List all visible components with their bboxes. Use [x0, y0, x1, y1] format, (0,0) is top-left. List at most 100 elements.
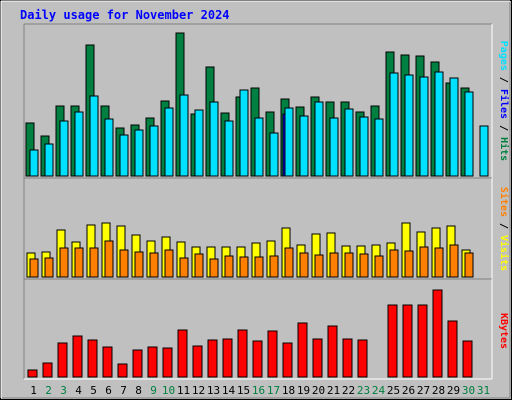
pages-bar: [194, 109, 204, 177]
pages-bar: [344, 108, 354, 177]
pages-bar: [89, 95, 99, 177]
kbytes-bar: [447, 320, 458, 378]
day-label: 1: [30, 384, 37, 397]
pages-bar: [44, 143, 54, 177]
kbytes-bar: [252, 340, 263, 378]
kbytes-bar: [57, 342, 68, 378]
sites-bar: [89, 247, 99, 278]
day-label: 14: [222, 384, 236, 397]
pages-bar: [104, 118, 114, 177]
pages-bar: [254, 117, 264, 177]
day-label: 11: [177, 384, 190, 397]
kbytes-bar: [177, 329, 188, 378]
pages-bar: [134, 129, 144, 177]
day-label: 24: [372, 384, 386, 397]
day-label: 13: [207, 384, 220, 397]
pages-bar: [359, 116, 369, 177]
day-label: 25: [387, 384, 400, 397]
sites-bar: [269, 255, 279, 278]
kbytes-bar: [117, 363, 128, 378]
kbytes-bar: [387, 304, 398, 378]
pages-bar: [404, 74, 414, 177]
kbytes-bar: [417, 304, 428, 378]
sites-bar: [29, 258, 39, 278]
pages-bar: [224, 120, 234, 177]
kbytes-bar: [342, 338, 353, 378]
kbytes-bar: [402, 304, 413, 378]
day-label: 6: [105, 384, 112, 397]
sites-bar: [254, 256, 264, 278]
sites-bar: [419, 246, 429, 278]
pages-bar: [299, 115, 309, 177]
kbytes-bar: [357, 339, 368, 378]
day-label: 31: [477, 384, 490, 397]
sites-bar: [209, 258, 219, 278]
y-axis-legend-hits: Pages / Files / Hits: [498, 41, 510, 161]
panel-visits: Sites / Visits: [23, 177, 510, 280]
day-label: 15: [237, 384, 250, 397]
pages-bar: [164, 107, 174, 177]
legend-sites: Sites: [498, 187, 510, 217]
sites-bar: [314, 254, 324, 278]
sites-bar: [164, 249, 174, 278]
pages-bar: [314, 101, 324, 177]
day-label: 18: [282, 384, 295, 397]
pages-bar: [284, 107, 294, 177]
sites-bar: [59, 247, 69, 278]
legend-kbytes: KBytes: [498, 313, 509, 349]
kbytes-bar: [462, 340, 473, 378]
pages-bar: [374, 118, 384, 177]
sites-bar: [464, 252, 474, 278]
day-label: 27: [417, 384, 430, 397]
kbytes-bar: [192, 345, 203, 378]
kbytes-bar: [297, 322, 308, 378]
day-label: 19: [297, 384, 310, 397]
pages-bar: [29, 149, 39, 177]
chart-title: Daily usage for November 2024: [20, 8, 230, 22]
day-label: 2: [45, 384, 52, 397]
sites-bar: [344, 252, 354, 278]
day-label: 12: [192, 384, 205, 397]
sites-bar: [179, 257, 189, 278]
day-label: 20: [312, 384, 325, 397]
pages-bar: [269, 132, 279, 177]
kbytes-bar: [432, 289, 443, 378]
chart-panels: Pages / Files / Hits Sites / Visits KBytes: [23, 23, 510, 380]
sites-bar: [449, 244, 459, 278]
legend-files: Files: [498, 89, 510, 119]
kbytes-bar: [162, 347, 173, 378]
sites-bar: [134, 251, 144, 278]
day-label: 4: [75, 384, 82, 397]
legend-visits: Visits: [498, 235, 510, 271]
sites-bar: [374, 255, 384, 278]
sites-bar: [224, 255, 234, 278]
kbytes-bar: [312, 338, 323, 378]
sites-bar: [434, 247, 444, 278]
sites-bar: [194, 253, 204, 278]
pages-bar: [149, 125, 159, 177]
day-label: 7: [120, 384, 127, 397]
day-label: 10: [162, 384, 175, 397]
pages-bar: [479, 125, 489, 177]
pages-bar: [74, 111, 84, 177]
pages-bar: [389, 72, 399, 177]
pages-bar: [464, 91, 474, 177]
sites-bar: [359, 253, 369, 278]
kbytes-bar: [222, 338, 233, 378]
day-label: 29: [447, 384, 460, 397]
pages-bar: [119, 134, 129, 177]
sites-bar: [104, 240, 114, 278]
day-label: 8: [135, 384, 142, 397]
legend-separator: /: [498, 71, 509, 89]
day-label: 9: [150, 384, 157, 397]
pages-bar: [209, 101, 219, 177]
kbytes-bar: [147, 346, 158, 378]
day-label: 26: [402, 384, 415, 397]
panel-hits: Pages / Files / Hits: [23, 23, 510, 179]
pages-bar: [449, 77, 459, 177]
y-axis-legend-kbytes: KBytes: [498, 313, 509, 349]
pages-bar: [179, 94, 189, 177]
day-label: 5: [90, 384, 97, 397]
